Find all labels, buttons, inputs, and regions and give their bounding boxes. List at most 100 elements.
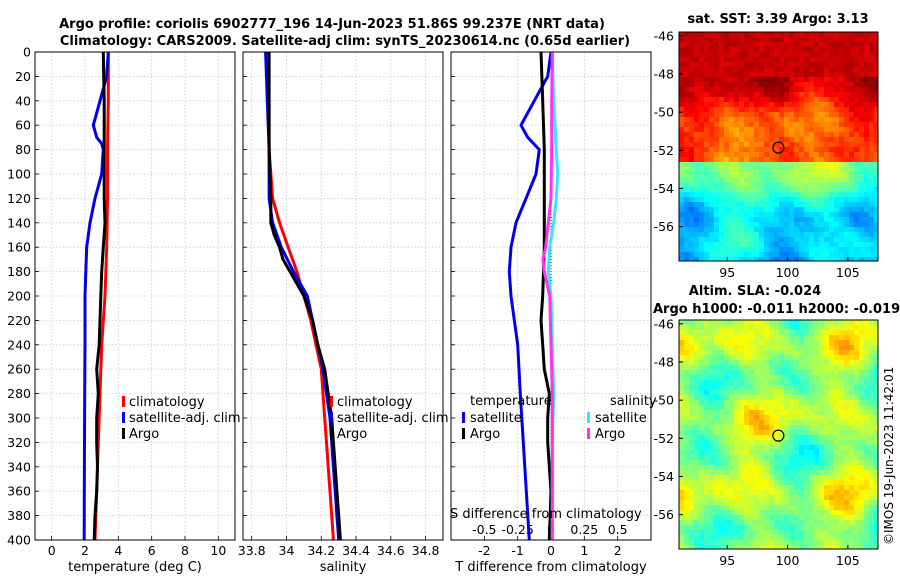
map-cell (839, 400, 845, 406)
map-cell (679, 510, 685, 516)
map-cell (814, 232, 820, 238)
map-cell (689, 470, 695, 476)
map-cell (699, 435, 705, 441)
map-cell (679, 67, 685, 73)
map-cell (679, 207, 685, 213)
map-cell (719, 57, 725, 63)
map-cell (699, 47, 705, 53)
map-cell (694, 515, 700, 521)
map-cell (709, 32, 715, 38)
map-cell (744, 247, 750, 253)
map-cell (724, 370, 730, 376)
map-cell (799, 197, 805, 203)
map-cell (744, 405, 750, 411)
map-cell (789, 415, 795, 421)
map-cell (759, 117, 765, 123)
map-cell (829, 237, 835, 243)
map-cell (799, 182, 805, 188)
map-cell (699, 510, 705, 516)
map-y-tick-label: -50 (654, 105, 674, 120)
map-cell (754, 92, 760, 98)
map-cell (864, 52, 870, 58)
map-cell (784, 122, 790, 128)
map-cell (794, 325, 800, 331)
map-cell (724, 330, 730, 336)
map-cell (859, 390, 865, 396)
map-cell (769, 500, 775, 506)
map-cell (799, 360, 805, 366)
series-group (507, 52, 560, 540)
map-cell (769, 117, 775, 123)
map-cell (859, 340, 865, 346)
map-cell (859, 400, 865, 406)
map-cell (779, 177, 785, 183)
map-cell (869, 147, 875, 153)
map-cell (834, 117, 840, 123)
map-cell (844, 495, 850, 501)
map-cell (749, 97, 755, 103)
map-cell (769, 142, 775, 148)
map-cell (839, 540, 845, 546)
map-cell (769, 82, 775, 88)
map-cell (739, 237, 745, 243)
map-cell (844, 400, 850, 406)
map-cell (799, 112, 805, 118)
map-cell (689, 242, 695, 248)
map-cell (714, 400, 720, 406)
map-cell (779, 62, 785, 68)
map-cell (794, 380, 800, 386)
map-cell (704, 117, 710, 123)
map-cell (819, 390, 825, 396)
map-cell (849, 545, 855, 549)
map-cell (824, 202, 830, 208)
map-cell (679, 212, 685, 218)
map-cell (854, 430, 860, 436)
map-cell (749, 132, 755, 138)
map-cell (814, 355, 820, 361)
map-cell (774, 455, 780, 461)
map-cell (714, 57, 720, 63)
map-cell (739, 345, 745, 351)
figure-title-line2: Climatology: CARS2009. Satellite-adj cli… (60, 34, 630, 49)
map-cell (714, 545, 720, 549)
map-cell (734, 177, 740, 183)
map-cell (734, 127, 740, 133)
map-cell (719, 455, 725, 461)
map-cell (689, 217, 695, 223)
map-cell (849, 530, 855, 536)
map-cell (744, 425, 750, 431)
map-cell (729, 177, 735, 183)
map-cell (854, 112, 860, 118)
map-cell (734, 62, 740, 68)
map-cell (859, 192, 865, 198)
map-cell (779, 480, 785, 486)
map-cell (679, 320, 685, 326)
map-cell (679, 47, 685, 53)
map-cell (719, 62, 725, 68)
map-cell (769, 495, 775, 501)
map-cell (719, 450, 725, 456)
map-cell (874, 480, 878, 486)
map-cell (804, 177, 810, 183)
map-cell (739, 355, 745, 361)
map-cell (834, 435, 840, 441)
map-cell (849, 132, 855, 138)
map-cell (739, 162, 745, 168)
map-cell (684, 227, 690, 233)
map-cell (714, 365, 720, 371)
map-cell (774, 207, 780, 213)
map-cell (819, 167, 825, 173)
map-cell (824, 172, 830, 178)
map-cell (814, 525, 820, 531)
x-tick-label: 6 (148, 543, 156, 558)
map-cell (819, 515, 825, 521)
map-cell (704, 500, 710, 506)
map-cell (769, 370, 775, 376)
map-cell (789, 370, 795, 376)
map-cell (709, 375, 715, 381)
map-cell (749, 212, 755, 218)
map-cell (739, 112, 745, 118)
map-cell (729, 47, 735, 53)
map-cell (744, 182, 750, 188)
map-cell (689, 172, 695, 178)
